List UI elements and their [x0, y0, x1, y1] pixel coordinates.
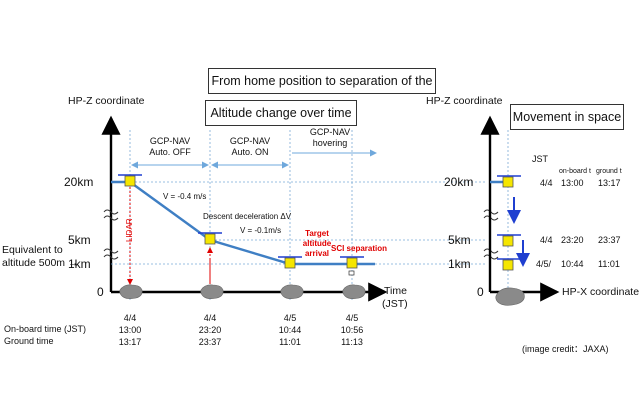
right-y-tick-20km: 20km [444, 175, 474, 189]
event-time-block: 4/4 23:20 23:37 [196, 312, 224, 348]
time-axis-unit: (JST) [382, 298, 408, 310]
event-ground: 23:37 [198, 337, 222, 347]
spacecraft-icon [497, 234, 521, 247]
left-y-axis-label: HP-Z coordinate [68, 95, 145, 107]
target-label: Target altitude arrival [296, 229, 338, 259]
left-subtitle: Altitude change over time [205, 100, 357, 126]
col-onboard: on-board t [559, 168, 591, 175]
right-y-tick-1km: 1km [448, 257, 471, 271]
right-y-axis-label: HP-Z coordinate [426, 95, 503, 107]
phase-label-line1: GCP-NAV [229, 136, 271, 146]
event-onboard: 13:00 [118, 325, 142, 335]
right-row-ground: 23:37 [598, 235, 621, 245]
spacecraft-icon [278, 256, 302, 269]
right-row-onboard: 10:44 [561, 259, 584, 269]
right-subtitle: Movement in space [510, 104, 624, 130]
event-date: 4/4 [123, 313, 137, 323]
spacecraft-icon [118, 174, 142, 187]
event-onboard: 10:44 [278, 325, 302, 335]
velocity-2: V = -0.1m/s [240, 226, 282, 235]
target-label-line1: Target [305, 229, 329, 238]
velocity-1: V = -0.4 m/s [163, 192, 207, 201]
event-ground: 13:17 [118, 337, 142, 347]
phase-label-line2: hovering [312, 138, 348, 148]
right-y-tick-5km: 5km [448, 233, 471, 247]
y-tick-20km: 20km [64, 175, 94, 189]
right-x-axis-label: HP-X coordinate [562, 286, 640, 298]
equivalent-label-1: Equivalent to [2, 244, 63, 256]
right-row-ground: 11:01 [598, 259, 620, 269]
event-date: 4/5 [345, 313, 359, 323]
axis-break-mark [103, 209, 119, 221]
phase-label-line1: GCP-NAV [309, 127, 351, 137]
jst-label: JST [532, 154, 549, 164]
diagram-title: From home position to separation of the … [208, 68, 436, 112]
lidar-label: LIDAR [125, 218, 134, 242]
spacecraft-icon [497, 258, 521, 271]
sci-separation-label: SCI separation [331, 244, 388, 253]
event-onboard: 23:20 [198, 325, 222, 335]
right-row-onboard: 23:20 [561, 235, 584, 245]
asteroid-icon [495, 287, 525, 306]
time-axis-label: Time [384, 285, 407, 297]
event-ground: 11:01 [279, 337, 301, 347]
asteroid-icon [342, 284, 366, 299]
phase-label-line2: Auto. ON [231, 147, 269, 157]
asteroid-icon [200, 284, 224, 299]
event-date: 4/4 [203, 313, 217, 323]
right-row-ground: 13:17 [598, 178, 621, 188]
spacecraft-icon [497, 175, 521, 188]
equivalent-label-2: altitude 500m → [2, 257, 79, 269]
asteroid-icon [280, 284, 304, 299]
right-y-tick-0: 0 [477, 285, 484, 299]
right-row-date: 4/4 [540, 235, 553, 245]
right-row-onboard: 13:00 [561, 178, 584, 188]
row-label-ground: Ground time [4, 336, 54, 346]
target-label-line2: altitude [302, 239, 332, 248]
target-label-line3: arrival [304, 249, 330, 258]
phase-label-line2: Auto. OFF [149, 147, 191, 157]
y-tick-0: 0 [97, 285, 104, 299]
y-tick-1km: 1km [68, 257, 91, 271]
event-time-block: 4/5 10:56 11:13 [338, 312, 366, 348]
image-credit: (image credit：JAXA) [522, 344, 609, 354]
spacecraft-icon [198, 232, 222, 245]
event-onboard: 10:56 [340, 325, 364, 335]
col-ground: ground t [596, 168, 622, 175]
descent-deceleration-label: Descent deceleration ΔV [203, 212, 292, 221]
phase-label-line1: GCP-NAV [149, 136, 191, 146]
axis-break-mark [103, 248, 119, 260]
event-time-block: 4/4 13:00 13:17 [116, 312, 144, 348]
event-ground: 11:13 [341, 337, 363, 347]
right-row-date: 4/5/ [536, 259, 552, 269]
right-row-date: 4/4 [540, 178, 553, 188]
asteroid-icon [119, 284, 143, 299]
event-time-block: 4/5 10:44 11:01 [276, 312, 304, 348]
event-date: 4/5 [283, 313, 297, 323]
y-tick-5km: 5km [68, 233, 91, 247]
spacecraft-icon [340, 256, 364, 276]
row-label-onboard: On-board time (JST) [4, 324, 87, 334]
